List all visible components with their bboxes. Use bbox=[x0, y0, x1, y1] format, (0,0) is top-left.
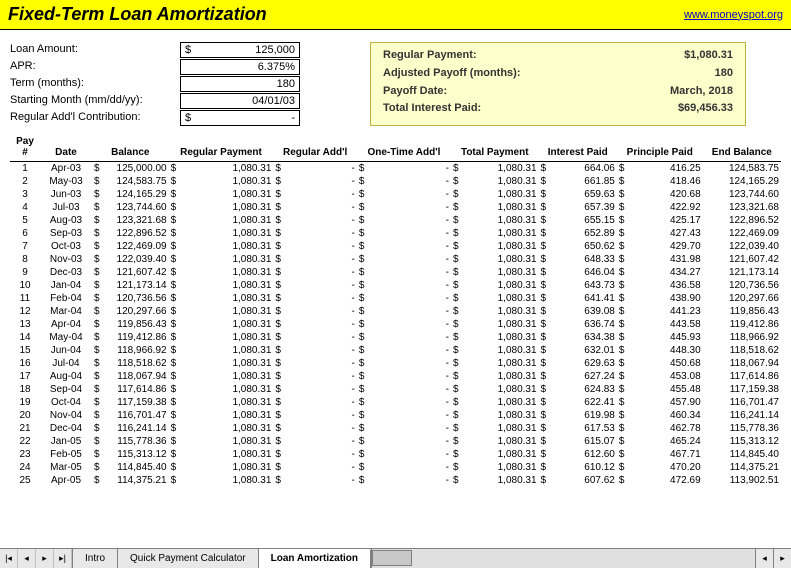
total-interest-value: $69,456.33 bbox=[583, 102, 733, 119]
table-row: 19Oct-04$117,159.38$1,080.31$-$-$1,080.3… bbox=[10, 396, 781, 409]
table-row: 11Feb-04$120,736.56$1,080.31$-$-$1,080.3… bbox=[10, 292, 781, 305]
table-row: 22Jan-05$115,778.36$1,080.31$-$-$1,080.3… bbox=[10, 435, 781, 448]
table-row: 2May-03$124,583.75$1,080.31$-$-$1,080.31… bbox=[10, 175, 781, 188]
table-row: 8Nov-03$122,039.40$1,080.31$-$-$1,080.31… bbox=[10, 253, 781, 266]
tab-intro[interactable]: Intro bbox=[73, 549, 118, 568]
table-body: 1Apr-03$125,000.00$1,080.31$-$-$1,080.31… bbox=[10, 162, 781, 488]
th-end-balance: End Balance bbox=[703, 134, 781, 162]
addl-label: Regular Add'l Contribution: bbox=[10, 110, 180, 126]
regular-payment-value: $1,080.31 bbox=[583, 49, 733, 66]
th-pay: Pay # bbox=[10, 134, 40, 162]
total-interest-label: Total Interest Paid: bbox=[383, 102, 583, 119]
table-row: 20Nov-04$116,701.47$1,080.31$-$-$1,080.3… bbox=[10, 409, 781, 422]
scroll-right-button[interactable]: ▸ bbox=[773, 549, 791, 568]
payoff-date-value: March, 2018 bbox=[583, 85, 733, 102]
regular-payment-label: Regular Payment: bbox=[383, 49, 583, 66]
scroll-left-button[interactable]: ◂ bbox=[755, 549, 773, 568]
tab-nav-first[interactable]: |◂ bbox=[0, 549, 18, 568]
loan-amount-label: Loan Amount: bbox=[10, 42, 180, 58]
tab-nav-buttons: |◂ ◂ ▸ ▸| bbox=[0, 549, 73, 568]
source-link[interactable]: www.moneyspot.org bbox=[684, 9, 783, 21]
tab-quick-payment[interactable]: Quick Payment Calculator bbox=[118, 549, 259, 568]
page-title: Fixed-Term Loan Amortization bbox=[8, 4, 267, 25]
table-row: 12Mar-04$120,297.66$1,080.31$-$-$1,080.3… bbox=[10, 305, 781, 318]
table-row: 14May-04$119,412.86$1,080.31$-$-$1,080.3… bbox=[10, 331, 781, 344]
table-row: 4Jul-03$123,744.60$1,080.31$-$-$1,080.31… bbox=[10, 201, 781, 214]
table-row: 24Mar-05$114,845.40$1,080.31$-$-$1,080.3… bbox=[10, 461, 781, 474]
th-balance: Balance bbox=[92, 134, 169, 162]
th-reg-addl: Regular Add'l bbox=[273, 134, 356, 162]
tab-nav-last[interactable]: ▸| bbox=[54, 549, 72, 568]
amortization-table: Pay # Date Balance Regular Payment Regul… bbox=[10, 134, 781, 487]
start-month-value[interactable]: 04/01/03 bbox=[180, 93, 300, 109]
info-section: Loan Amount: $125,000 APR: 6.375% Term (… bbox=[0, 30, 791, 134]
th-date: Date bbox=[40, 134, 92, 162]
horizontal-scrollbar[interactable] bbox=[371, 549, 755, 568]
payoff-summary: Regular Payment: $1,080.31 Adjusted Payo… bbox=[370, 42, 746, 126]
tab-nav-next[interactable]: ▸ bbox=[36, 549, 54, 568]
apr-value[interactable]: 6.375% bbox=[180, 59, 300, 75]
term-value[interactable]: 180 bbox=[180, 76, 300, 92]
addl-value[interactable]: $- bbox=[180, 110, 300, 126]
title-bar: Fixed-Term Loan Amortization www.moneysp… bbox=[0, 0, 791, 30]
table-row: 18Sep-04$117,614.86$1,080.31$-$-$1,080.3… bbox=[10, 383, 781, 396]
th-principle: Principle Paid bbox=[617, 134, 703, 162]
scroll-thumb[interactable] bbox=[372, 550, 412, 566]
table-row: 23Feb-05$115,313.12$1,080.31$-$-$1,080.3… bbox=[10, 448, 781, 461]
apr-label: APR: bbox=[10, 59, 180, 75]
start-month-label: Starting Month (mm/dd/yy): bbox=[10, 93, 180, 109]
th-total-payment: Total Payment bbox=[451, 134, 539, 162]
th-one-time: One-Time Add'l bbox=[357, 134, 451, 162]
table-row: 1Apr-03$125,000.00$1,080.31$-$-$1,080.31… bbox=[10, 162, 781, 176]
table-row: 10Jan-04$121,173.14$1,080.31$-$-$1,080.3… bbox=[10, 279, 781, 292]
adjusted-payoff-label: Adjusted Payoff (months): bbox=[383, 67, 583, 84]
th-reg-payment: Regular Payment bbox=[169, 134, 274, 162]
th-interest: Interest Paid bbox=[539, 134, 617, 162]
table-row: 21Dec-04$116,241.14$1,080.31$-$-$1,080.3… bbox=[10, 422, 781, 435]
tab-nav-prev[interactable]: ◂ bbox=[18, 549, 36, 568]
tab-loan-amortization[interactable]: Loan Amortization bbox=[259, 549, 371, 568]
table-row: 25Apr-05$114,375.21$1,080.31$-$-$1,080.3… bbox=[10, 474, 781, 487]
table-row: 15Jun-04$118,966.92$1,080.31$-$-$1,080.3… bbox=[10, 344, 781, 357]
table-row: 6Sep-03$122,896.52$1,080.31$-$-$1,080.31… bbox=[10, 227, 781, 240]
table-row: 3Jun-03$124,165.29$1,080.31$-$-$1,080.31… bbox=[10, 188, 781, 201]
table-header-row: Pay # Date Balance Regular Payment Regul… bbox=[10, 134, 781, 162]
sheet-tabs-bar: |◂ ◂ ▸ ▸| Intro Quick Payment Calculator… bbox=[0, 548, 791, 568]
payoff-date-label: Payoff Date: bbox=[383, 85, 583, 102]
table-row: 13Apr-04$119,856.43$1,080.31$-$-$1,080.3… bbox=[10, 318, 781, 331]
table-row: 17Aug-04$118,067.94$1,080.31$-$-$1,080.3… bbox=[10, 370, 781, 383]
term-label: Term (months): bbox=[10, 76, 180, 92]
table-row: 9Dec-03$121,607.42$1,080.31$-$-$1,080.31… bbox=[10, 266, 781, 279]
loan-inputs: Loan Amount: $125,000 APR: 6.375% Term (… bbox=[10, 42, 300, 126]
adjusted-payoff-value: 180 bbox=[583, 67, 733, 84]
loan-amount-value[interactable]: $125,000 bbox=[180, 42, 300, 58]
table-row: 7Oct-03$122,469.09$1,080.31$-$-$1,080.31… bbox=[10, 240, 781, 253]
table-row: 5Aug-03$123,321.68$1,080.31$-$-$1,080.31… bbox=[10, 214, 781, 227]
table-row: 16Jul-04$118,518.62$1,080.31$-$-$1,080.3… bbox=[10, 357, 781, 370]
amortization-table-wrap: Pay # Date Balance Regular Payment Regul… bbox=[0, 134, 791, 526]
